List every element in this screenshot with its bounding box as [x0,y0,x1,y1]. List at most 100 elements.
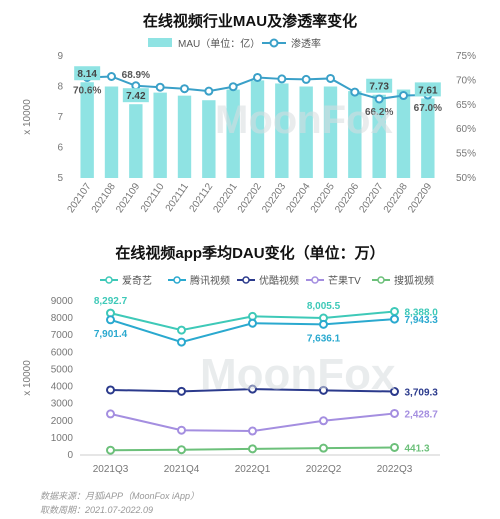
series-point [390,442,399,452]
y-tick-label: 7 [57,112,63,123]
series-point [248,444,257,454]
mau-data-label: 7.42 [126,91,146,102]
watermark-2: MoonFox [200,350,396,399]
legend-label: 优酷视频 [259,274,299,287]
mau-penetration-chart: MAU（单位：亿） 渗透率 x 10000 5 6 7 8 9 50% 55% 60% 65% 70% 7… [22,37,476,215]
legend-rate-marker [269,38,279,48]
penetration-point [228,82,238,92]
legend-rate-label: 渗透率 [291,37,321,50]
penetration-point [301,74,311,84]
mau-label-box [122,88,149,103]
legend-mau-label: MAU（单位：亿） [178,37,260,50]
series-point [106,385,115,395]
x-tick-label: 2021Q3 [93,464,129,475]
x-tick-label: 2021Q4 [164,464,200,475]
x-tick-label: 202109 [114,181,142,215]
y-tick-label: 9 [57,51,63,62]
mau-bar [202,100,216,178]
penetration-point [253,72,262,82]
legend-label: 腾讯视频 [190,274,230,287]
dau-data-label: 8,005.5 [307,301,341,312]
chart1-title: 在线视频行业MAU及渗透率变化 [142,13,358,30]
y-tick-label: 5 [57,173,63,184]
y-tick-label: 8000 [51,313,74,324]
series-point [177,386,186,396]
mau-bar [153,92,167,178]
y-unit-label: x 10000 [22,99,33,135]
rate-data-label: 67.0% [414,103,442,114]
penetration-point [277,74,287,84]
source-note: 数据来源：月狐iAPP（MoonFox iApp） [40,491,200,501]
legend-marker [377,276,385,284]
x-tick-label: 202201 [211,181,239,215]
series-point [319,319,328,329]
mau-bar [80,82,94,178]
legend-marker [311,276,319,284]
x-tick-label: 202205 [309,181,337,215]
dau-data-label: 441.3 [405,443,430,454]
x-tick-label: 202206 [333,181,361,215]
y-tick-label: 7000 [51,330,74,341]
y-tick-label: 3000 [51,399,74,410]
legend-label: 搜狐视频 [394,274,434,287]
x-tick-label: 2022Q1 [235,464,271,475]
y-tick-label: 0 [67,450,73,461]
x-tick-label: 2022Q2 [306,464,342,475]
y2-tick-label: 65% [456,100,476,111]
penetration-point [180,84,189,94]
mau-bar [226,89,240,178]
y2-tick-label: 50% [456,173,476,184]
dau-data-label: 3,709.3 [405,388,439,399]
dau-data-label: 8,388.0 [405,307,439,318]
dau-chart: 爱奇艺 腾讯视频 优酷视频 芒果TV 搜狐视频 x 10000 0 1000 2000 3000 4… [22,274,440,475]
mau-bar [177,95,192,178]
chart2-title: 在线视频app季均DAU变化（单位：万） [115,245,385,262]
x-tick-label: 2022Q3 [377,464,413,475]
legend-marker [173,276,181,284]
series-point [106,445,115,455]
y2-tick-label: 60% [456,124,476,135]
mau-bar [372,94,386,178]
mau-data-label: 7.61 [418,85,438,96]
legend-label: 爱奇艺 [122,274,152,287]
penetration-point [204,86,214,96]
dau-data-label: 7,943.3 [405,315,439,326]
series-point [177,445,186,455]
mau-bar [104,86,119,178]
series-point [319,385,328,395]
series-point [248,384,257,394]
penetration-point [155,82,165,92]
y-tick-label: 4000 [51,382,74,393]
legend-marker [105,276,113,284]
series-point [319,416,328,426]
mau-bar [396,89,411,178]
series-point [177,325,186,335]
series-point [177,337,186,347]
y-tick-label: 9000 [51,296,74,307]
mau-label-box [74,66,101,81]
x-tick-label: 202108 [90,181,118,215]
y2-tick-label: 75% [456,51,476,62]
rate-data-label: 68.9% [122,70,150,81]
dau-data-label: 8,292.7 [94,296,128,307]
series-point [390,387,399,397]
x-tick-label: 202203 [260,181,288,215]
mau-bar [299,86,313,178]
mau-label-box [414,82,441,97]
dau-data-label: 7,636.1 [307,333,341,344]
legend-label: 芒果TV [328,274,361,287]
penetration-point [374,94,384,104]
dau-data-label: 7,901.4 [94,329,128,340]
series-point [248,318,257,328]
period-note: 取数周期：2021.07-2022.09 [40,505,154,515]
series-point [390,306,399,316]
legend-mau-swatch [148,38,172,47]
y-tick-label: 8 [57,82,63,93]
y-unit-label: x 10000 [22,360,33,396]
series-point [319,443,328,453]
y-tick-label: 6 [57,143,63,154]
y-tick-label: 2000 [51,416,74,427]
series-point [106,315,115,325]
penetration-point [326,73,335,83]
x-tick-label: 202208 [382,181,410,215]
